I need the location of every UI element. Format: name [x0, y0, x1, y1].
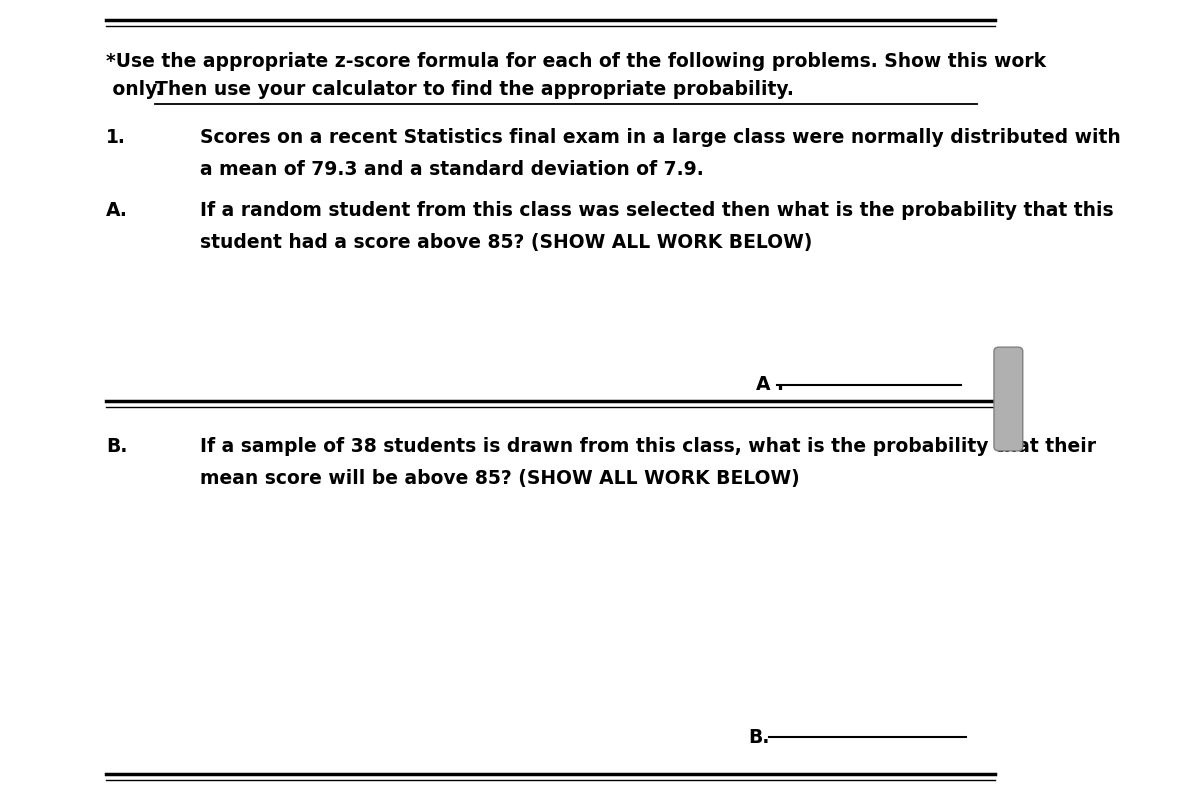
Text: student had a score above 85? (SHOW ALL WORK BELOW): student had a score above 85? (SHOW ALL … — [200, 233, 812, 252]
Text: a mean of 79.3 and a standard deviation of 7.9.: a mean of 79.3 and a standard deviation … — [200, 160, 704, 179]
Text: B.: B. — [749, 728, 769, 747]
Text: *Use the appropriate z-score formula for each of the following problems. Show th: *Use the appropriate z-score formula for… — [106, 52, 1046, 71]
Text: If a random student from this class was selected then what is the probability th: If a random student from this class was … — [200, 201, 1114, 220]
Text: mean score will be above 85? (SHOW ALL WORK BELOW): mean score will be above 85? (SHOW ALL W… — [200, 469, 800, 488]
Text: If a sample of 38 students is drawn from this class, what is the probability tha: If a sample of 38 students is drawn from… — [200, 437, 1097, 456]
Text: A.: A. — [106, 201, 127, 220]
Text: 1.: 1. — [106, 128, 126, 147]
Text: Scores on a recent Statistics final exam in a large class were normally distribu: Scores on a recent Statistics final exam… — [200, 128, 1121, 147]
Text: only.: only. — [106, 80, 169, 99]
Text: B.: B. — [106, 437, 127, 456]
FancyBboxPatch shape — [994, 347, 1022, 451]
Text: A .: A . — [756, 375, 784, 394]
Text: Then use your calculator to find the appropriate probability.: Then use your calculator to find the app… — [155, 80, 794, 99]
